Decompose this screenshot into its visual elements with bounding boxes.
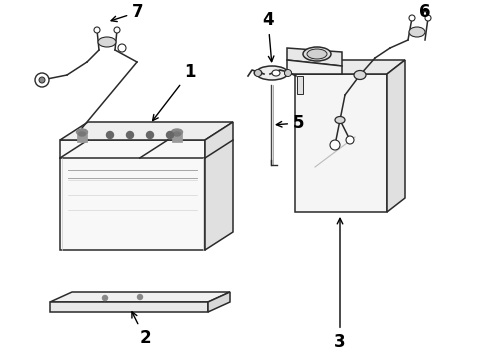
Polygon shape [387,60,405,212]
Circle shape [425,15,431,21]
Circle shape [409,15,415,21]
Ellipse shape [254,70,262,76]
Ellipse shape [256,66,288,80]
Ellipse shape [172,129,182,135]
Polygon shape [295,74,387,212]
Polygon shape [287,48,342,66]
Polygon shape [205,122,233,250]
Text: 7: 7 [111,3,144,22]
Circle shape [254,69,262,77]
Ellipse shape [409,27,425,37]
Ellipse shape [303,47,331,61]
Text: 5: 5 [276,114,304,132]
Circle shape [147,131,153,139]
Bar [297,76,303,94]
Circle shape [346,136,354,144]
Ellipse shape [272,70,280,76]
Circle shape [167,131,173,139]
Circle shape [35,73,49,87]
Polygon shape [208,292,230,312]
Ellipse shape [76,129,88,135]
Polygon shape [50,302,208,312]
Ellipse shape [307,49,327,59]
Circle shape [102,296,107,301]
Polygon shape [287,60,342,74]
Text: 2: 2 [132,312,151,347]
Polygon shape [60,140,205,250]
Text: 3: 3 [334,218,346,351]
Bar [77,132,87,142]
Circle shape [114,27,120,33]
Ellipse shape [173,132,180,136]
Ellipse shape [98,37,116,47]
Text: 1: 1 [153,63,196,121]
Ellipse shape [285,71,292,76]
Bar [172,132,182,142]
Circle shape [138,294,143,300]
Text: 6: 6 [419,3,431,21]
Circle shape [106,131,114,139]
Polygon shape [50,292,230,302]
Circle shape [39,77,45,83]
Ellipse shape [335,117,345,123]
Circle shape [330,140,340,150]
Ellipse shape [354,71,366,80]
Ellipse shape [78,132,85,136]
Circle shape [285,69,292,77]
Ellipse shape [118,44,126,52]
Circle shape [94,27,100,33]
Circle shape [126,131,133,139]
Polygon shape [295,60,405,74]
Text: 4: 4 [262,11,274,62]
Polygon shape [60,122,233,140]
